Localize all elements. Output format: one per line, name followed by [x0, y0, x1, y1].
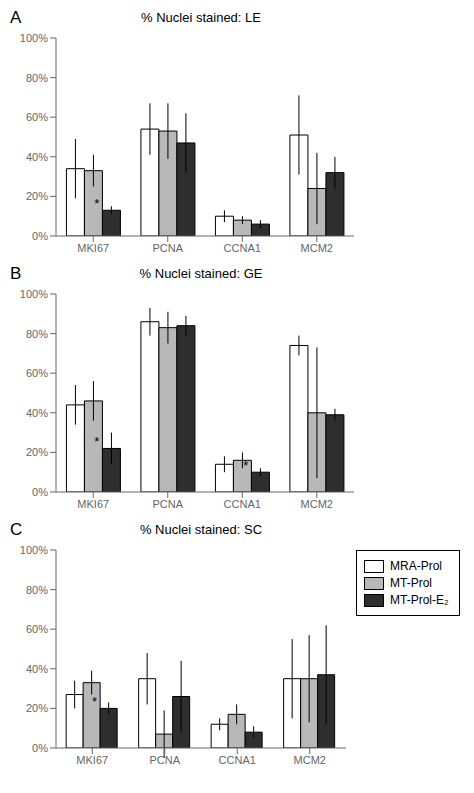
svg-text:CCNA1: CCNA1 — [224, 242, 261, 254]
svg-text:*: * — [92, 694, 97, 709]
html-text:MT-Prol-E₂: MT-Prol-E₂ — [390, 593, 449, 607]
html-text:MT-Prol: MT-Prol — [390, 576, 432, 590]
svg-text:80%: 80% — [26, 328, 48, 340]
html-text:% Nuclei stained: LE: % Nuclei stained: LE — [141, 10, 261, 25]
svg-text:100%: 100% — [20, 544, 48, 556]
html-text:% Nuclei stained: GE: % Nuclei stained: GE — [139, 266, 263, 281]
svg-text:20%: 20% — [26, 446, 48, 458]
svg-text:40%: 40% — [26, 663, 48, 675]
svg-text:20%: 20% — [26, 190, 48, 202]
html-text:B: B — [10, 264, 22, 283]
html-text:MRA-Prol: MRA-Prol — [390, 559, 442, 573]
svg-text:0%: 0% — [32, 742, 48, 754]
svg-text:60%: 60% — [26, 111, 48, 123]
svg-text:0%: 0% — [32, 230, 48, 242]
svg-text:MKI67: MKI67 — [77, 242, 109, 254]
svg-text:20%: 20% — [26, 702, 48, 714]
svg-text:80%: 80% — [26, 584, 48, 596]
svg-text:*: * — [94, 434, 99, 449]
svg-text:40%: 40% — [26, 407, 48, 419]
svg-text:100%: 100% — [20, 288, 48, 300]
svg-text:PCNA: PCNA — [152, 242, 183, 254]
svg-text:60%: 60% — [26, 623, 48, 635]
html-text:C: C — [10, 520, 23, 539]
svg-text:60%: 60% — [26, 367, 48, 379]
html-text:% Nuclei stained: SC: % Nuclei stained: SC — [139, 522, 263, 537]
svg-text:*: * — [243, 458, 248, 473]
svg-text:CCNA1: CCNA1 — [219, 754, 256, 766]
svg-text:80%: 80% — [26, 72, 48, 84]
svg-text:CCNA1: CCNA1 — [224, 498, 261, 510]
svg-text:40%: 40% — [26, 151, 48, 163]
svg-text:MCM2: MCM2 — [301, 498, 333, 510]
svg-text:0%: 0% — [32, 486, 48, 498]
html-text:A: A — [10, 8, 22, 27]
svg-text:PCNA: PCNA — [149, 754, 180, 766]
svg-text:MCM2: MCM2 — [294, 754, 326, 766]
svg-text:100%: 100% — [20, 32, 48, 44]
svg-text:MCM2: MCM2 — [301, 242, 333, 254]
svg-text:*: * — [94, 196, 99, 211]
svg-text:MKI67: MKI67 — [76, 754, 108, 766]
svg-text:MKI67: MKI67 — [77, 498, 109, 510]
svg-text:PCNA: PCNA — [152, 498, 183, 510]
